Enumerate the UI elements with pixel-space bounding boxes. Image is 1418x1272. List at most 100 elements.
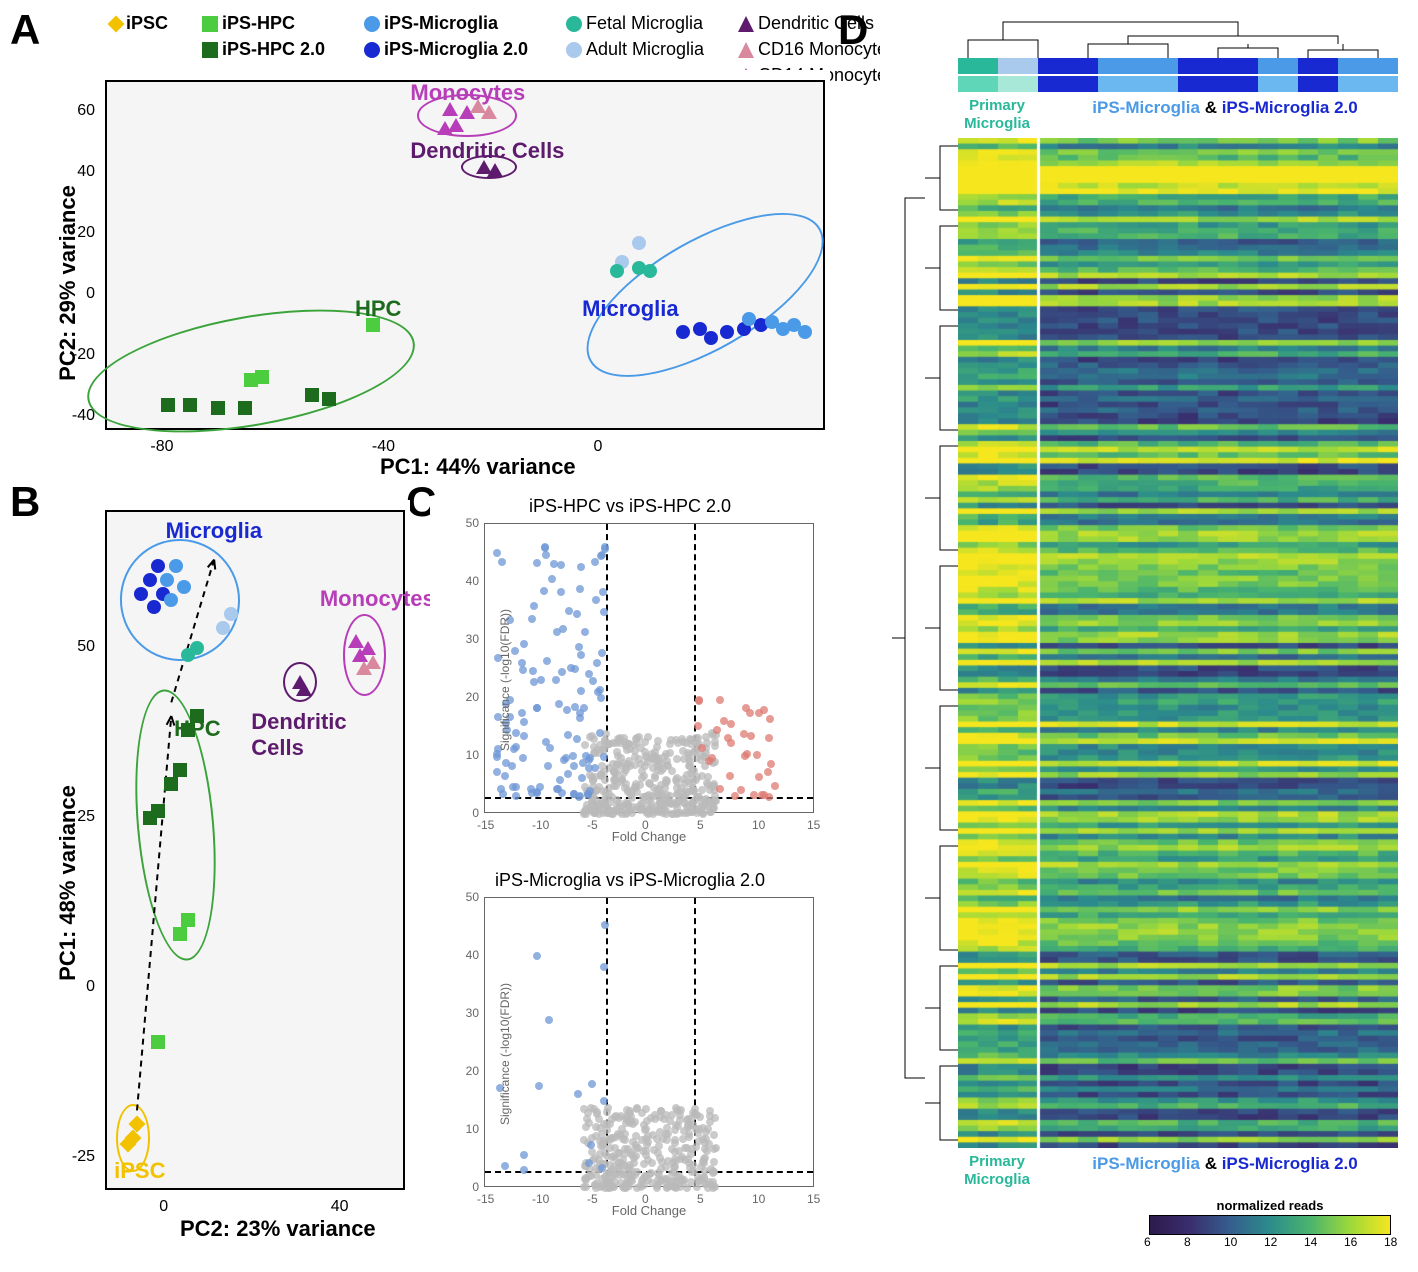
volcano-point xyxy=(592,796,600,804)
volcano-point xyxy=(622,741,630,749)
colorbar-ticks: 681012141618 xyxy=(1150,1235,1390,1251)
annotation-segment xyxy=(1338,58,1398,74)
volcano-point xyxy=(520,718,528,726)
volcano-point xyxy=(533,559,541,567)
cluster-label: HPC xyxy=(355,296,401,322)
heatmap-row-dendrogram xyxy=(880,138,958,1148)
volcano-point xyxy=(615,1149,623,1157)
colorbar-tick: 12 xyxy=(1264,1235,1277,1249)
panel-b-plot: 040-2502550MicrogliaMonocytesDendritic C… xyxy=(105,510,405,1190)
volcano-point xyxy=(642,1105,650,1113)
legend-label: Dendritic Cells xyxy=(758,12,874,35)
colorbar-tick: 10 xyxy=(1224,1235,1237,1249)
x-tick: 15 xyxy=(807,818,820,832)
colorbar-label: normalized reads xyxy=(1140,1198,1400,1213)
panel-a: -80-400-40-200204060MonocytesDendritic C… xyxy=(50,70,830,480)
volcano-point xyxy=(588,1080,596,1088)
volcano-point xyxy=(592,1123,600,1131)
legend-item: iPS-HPC xyxy=(202,12,295,35)
panel-a-plot: -80-400-40-200204060MonocytesDendritic C… xyxy=(105,80,825,430)
volcano-point xyxy=(599,1140,607,1148)
volcano-point xyxy=(698,744,706,752)
y-tick: 0 xyxy=(472,1180,479,1194)
legend-marker xyxy=(202,16,218,32)
volcano-point xyxy=(546,744,554,752)
volcano-top-title: iPS-HPC vs iPS-HPC 2.0 xyxy=(430,496,830,517)
x-tick: -5 xyxy=(587,1192,598,1206)
heat-primary-text-bottom: PrimaryMicroglia xyxy=(964,1153,1030,1188)
volcano-point xyxy=(671,1148,679,1156)
x-tick: 0 xyxy=(642,1192,649,1206)
x-tick: 40 xyxy=(331,1198,349,1216)
y-tick: 30 xyxy=(466,1006,479,1020)
volcano-point xyxy=(709,1167,717,1175)
volcano-point xyxy=(598,649,606,657)
annotation-segment xyxy=(1258,76,1298,92)
scatter-point xyxy=(173,763,187,777)
heatmap-label-ips-bottom: iPS-Microglia & iPS-Microglia 2.0 xyxy=(1050,1154,1400,1174)
scatter-point xyxy=(305,388,319,402)
y-tick: 0 xyxy=(86,285,95,303)
x-tick: 10 xyxy=(752,818,765,832)
volcano-point xyxy=(541,543,549,551)
volcano-point xyxy=(544,762,552,770)
volcano-point xyxy=(699,1158,707,1166)
volcano-point xyxy=(602,1177,610,1185)
volcano-point xyxy=(509,783,517,791)
scatter-point xyxy=(177,580,191,594)
volcano-point xyxy=(590,1105,598,1113)
cluster-ellipse xyxy=(563,181,848,409)
scatter-point xyxy=(742,312,756,326)
volcano-point xyxy=(700,1173,708,1181)
volcano-point xyxy=(764,768,772,776)
volcano-point xyxy=(755,773,763,781)
scatter-point xyxy=(632,236,646,250)
volcano-point xyxy=(637,744,645,752)
panel-label-b: B xyxy=(10,478,40,526)
volcano-point xyxy=(737,786,745,794)
volcano-point xyxy=(672,1121,680,1129)
scatter-point xyxy=(238,401,252,415)
x-tick: -5 xyxy=(587,818,598,832)
panel-d: PrimaryMicroglia iPS-Microglia & iPS-Mic… xyxy=(880,10,1410,1260)
volcano-point xyxy=(556,776,564,784)
legend-label: iPSC xyxy=(126,12,168,35)
annotation-segment xyxy=(1178,76,1258,92)
legend-marker xyxy=(202,42,218,58)
volcano-point xyxy=(662,1130,670,1138)
volcano-point xyxy=(671,1136,679,1144)
volcano-top-plot: -15-10-505101501020304050 xyxy=(484,523,814,813)
annotation-segment xyxy=(958,76,998,92)
volcano-point xyxy=(600,753,608,761)
heatmap-col-dendrogram xyxy=(958,10,1398,58)
scatter-point xyxy=(151,1035,165,1049)
heatmap-col-annotation xyxy=(958,58,1398,94)
heat-amp-text: & xyxy=(1205,98,1222,117)
volcano-point xyxy=(710,1131,718,1139)
scatter-point xyxy=(164,777,178,791)
y-tick: 30 xyxy=(466,632,479,646)
volcano-point xyxy=(656,1154,664,1162)
cluster-label: HPC xyxy=(174,716,220,742)
legend-label: iPS-Microglia xyxy=(384,12,498,35)
volcano-point xyxy=(597,552,605,560)
cluster-label: Dendritic Cells xyxy=(251,709,403,761)
volcano-point xyxy=(708,754,716,762)
volcano-point xyxy=(548,575,556,583)
x-tick: 15 xyxy=(807,1192,820,1206)
volcano-point xyxy=(597,694,605,702)
legend-item: Dendritic Cells xyxy=(738,12,874,35)
volcano-point xyxy=(542,551,550,559)
scatter-point xyxy=(255,370,269,384)
volcano-point xyxy=(765,734,773,742)
volcano-point xyxy=(576,585,584,593)
legend-item: Fetal Microglia xyxy=(566,12,703,35)
annotation-segment xyxy=(1098,76,1178,92)
volcano-point xyxy=(578,774,586,782)
legend-marker xyxy=(738,42,754,58)
volcano-point xyxy=(601,543,609,551)
volcano-point xyxy=(580,1183,588,1191)
legend-item: Adult Microglia xyxy=(566,38,704,61)
volcano-point xyxy=(649,764,657,772)
volcano-point xyxy=(693,1183,701,1191)
